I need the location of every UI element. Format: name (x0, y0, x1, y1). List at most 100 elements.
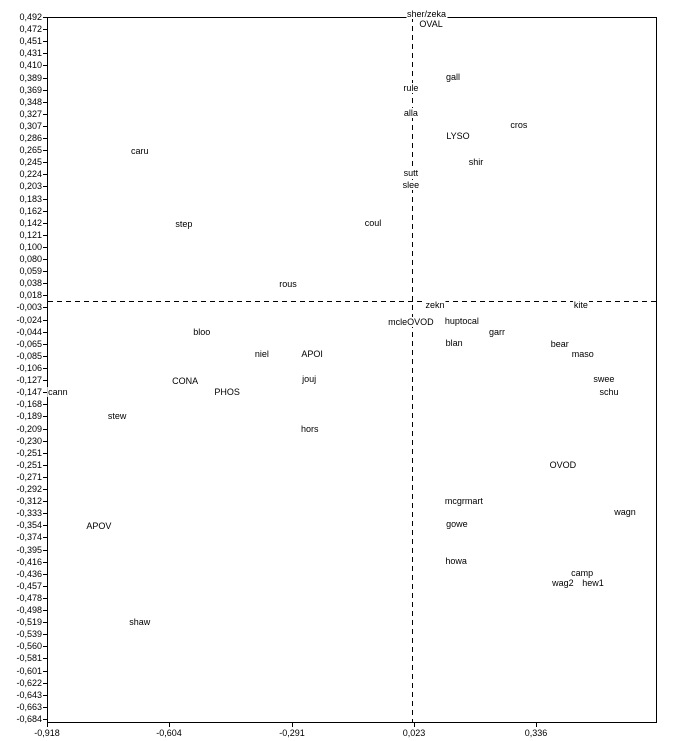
y-tick-label: -0,065 (16, 339, 42, 349)
point-label: cros (509, 120, 529, 130)
y-tick-label: 0,389 (19, 73, 42, 83)
point-label: bear (549, 339, 570, 350)
y-tick-mark (43, 719, 47, 720)
point-label: shir (467, 157, 485, 168)
y-tick-mark (43, 29, 47, 30)
y-tick-mark (43, 223, 47, 224)
y-tick-mark (43, 235, 47, 236)
point-label: jouj (301, 373, 318, 384)
plot-frame (47, 17, 657, 723)
point-label: LYSO (445, 131, 471, 142)
point-label: garr (487, 327, 507, 338)
point-label: rous (278, 278, 298, 289)
point-label: APOV (85, 521, 113, 532)
y-tick-mark (43, 429, 47, 430)
y-tick-mark (43, 441, 47, 442)
y-tick-mark (43, 332, 47, 333)
y-tick-label: 0,307 (19, 121, 42, 131)
y-tick-mark (43, 513, 47, 514)
y-tick-label: 0,080 (19, 254, 42, 264)
y-tick-mark (43, 562, 47, 563)
y-tick-mark (43, 211, 47, 212)
y-tick-label: -0,416 (16, 557, 42, 567)
y-tick-mark (43, 392, 47, 393)
y-tick-label: -0,436 (16, 569, 42, 579)
y-tick-label: -0,684 (16, 714, 42, 724)
y-tick-mark (43, 247, 47, 248)
point-label: wag2 (551, 577, 575, 588)
x-tick-label: -0,918 (34, 728, 60, 738)
y-tick-mark (43, 41, 47, 42)
y-tick-label: -0,581 (16, 653, 42, 663)
y-tick-label: -0,106 (16, 363, 42, 373)
y-tick-label: 0,410 (19, 60, 42, 70)
y-tick-mark (43, 598, 47, 599)
y-tick-mark (43, 622, 47, 623)
x-tick-label: -0,604 (156, 728, 182, 738)
point-label: hew1 (581, 577, 605, 588)
point-label: sutt (402, 168, 420, 179)
point-label: niel (253, 349, 270, 360)
y-tick-mark (43, 477, 47, 478)
y-tick-mark (43, 465, 47, 466)
y-tick-mark (43, 416, 47, 417)
y-tick-mark (43, 307, 47, 308)
y-tick-mark (43, 65, 47, 66)
y-tick-label: -0,085 (16, 351, 42, 361)
y-tick-label: 0,369 (19, 85, 42, 95)
y-tick-mark (43, 150, 47, 151)
point-label: hors (300, 423, 320, 434)
y-tick-mark (43, 186, 47, 187)
y-tick-mark (43, 646, 47, 647)
y-tick-label: -0,498 (16, 605, 42, 615)
y-tick-label: -0,478 (16, 593, 42, 603)
y-tick-mark (43, 671, 47, 672)
y-tick-label: -0,663 (16, 702, 42, 712)
y-tick-label: -0,251 (16, 460, 42, 470)
point-label: PHOS (213, 386, 241, 397)
y-tick-label: -0,251 (16, 448, 42, 458)
y-tick-label: -0,147 (16, 387, 42, 397)
y-tick-label: -0,230 (16, 436, 42, 446)
point-label: blan (444, 337, 464, 348)
y-tick-label: 0,327 (19, 109, 42, 119)
point-label: coul (363, 217, 383, 228)
y-tick-label: 0,121 (19, 230, 42, 240)
point-label: rule (402, 83, 420, 93)
point-label: bloo (192, 327, 212, 338)
point-label: APOI (300, 349, 324, 360)
point-label: CONA (171, 376, 200, 387)
point-label: mcleOVOD (387, 317, 435, 327)
y-tick-mark (43, 610, 47, 611)
point-label: zekn (424, 299, 446, 310)
point-label: schu (598, 386, 620, 397)
y-tick-mark (43, 271, 47, 272)
y-tick-mark (43, 295, 47, 296)
vertical-reference-line (412, 17, 413, 722)
y-tick-label: 0,100 (19, 242, 42, 252)
y-tick-mark (43, 356, 47, 357)
point-label: mcgrmart (443, 496, 484, 507)
y-tick-mark (43, 368, 47, 369)
y-tick-mark (43, 53, 47, 54)
point-label: stew (106, 410, 128, 421)
point-label: OVAL (418, 19, 444, 30)
y-tick-mark (43, 162, 47, 163)
x-tick-label: 0,023 (402, 728, 426, 738)
point-label: slee (401, 179, 421, 190)
point-label: camp (570, 567, 595, 578)
y-tick-label: 0,245 (19, 157, 42, 167)
x-tick-label: 0,336 (524, 728, 548, 738)
y-tick-label: -0,209 (16, 424, 42, 434)
y-tick-mark (43, 17, 47, 18)
y-tick-mark (43, 707, 47, 708)
y-tick-label: -0,539 (16, 629, 42, 639)
y-tick-label: -0,168 (16, 399, 42, 409)
y-tick-label: -0,333 (16, 508, 42, 518)
y-tick-label: 0,203 (19, 181, 42, 191)
y-tick-label: -0,374 (16, 532, 42, 542)
y-tick-label: -0,395 (16, 545, 42, 555)
y-tick-label: -0,622 (16, 678, 42, 688)
y-tick-label: 0,162 (19, 206, 42, 216)
